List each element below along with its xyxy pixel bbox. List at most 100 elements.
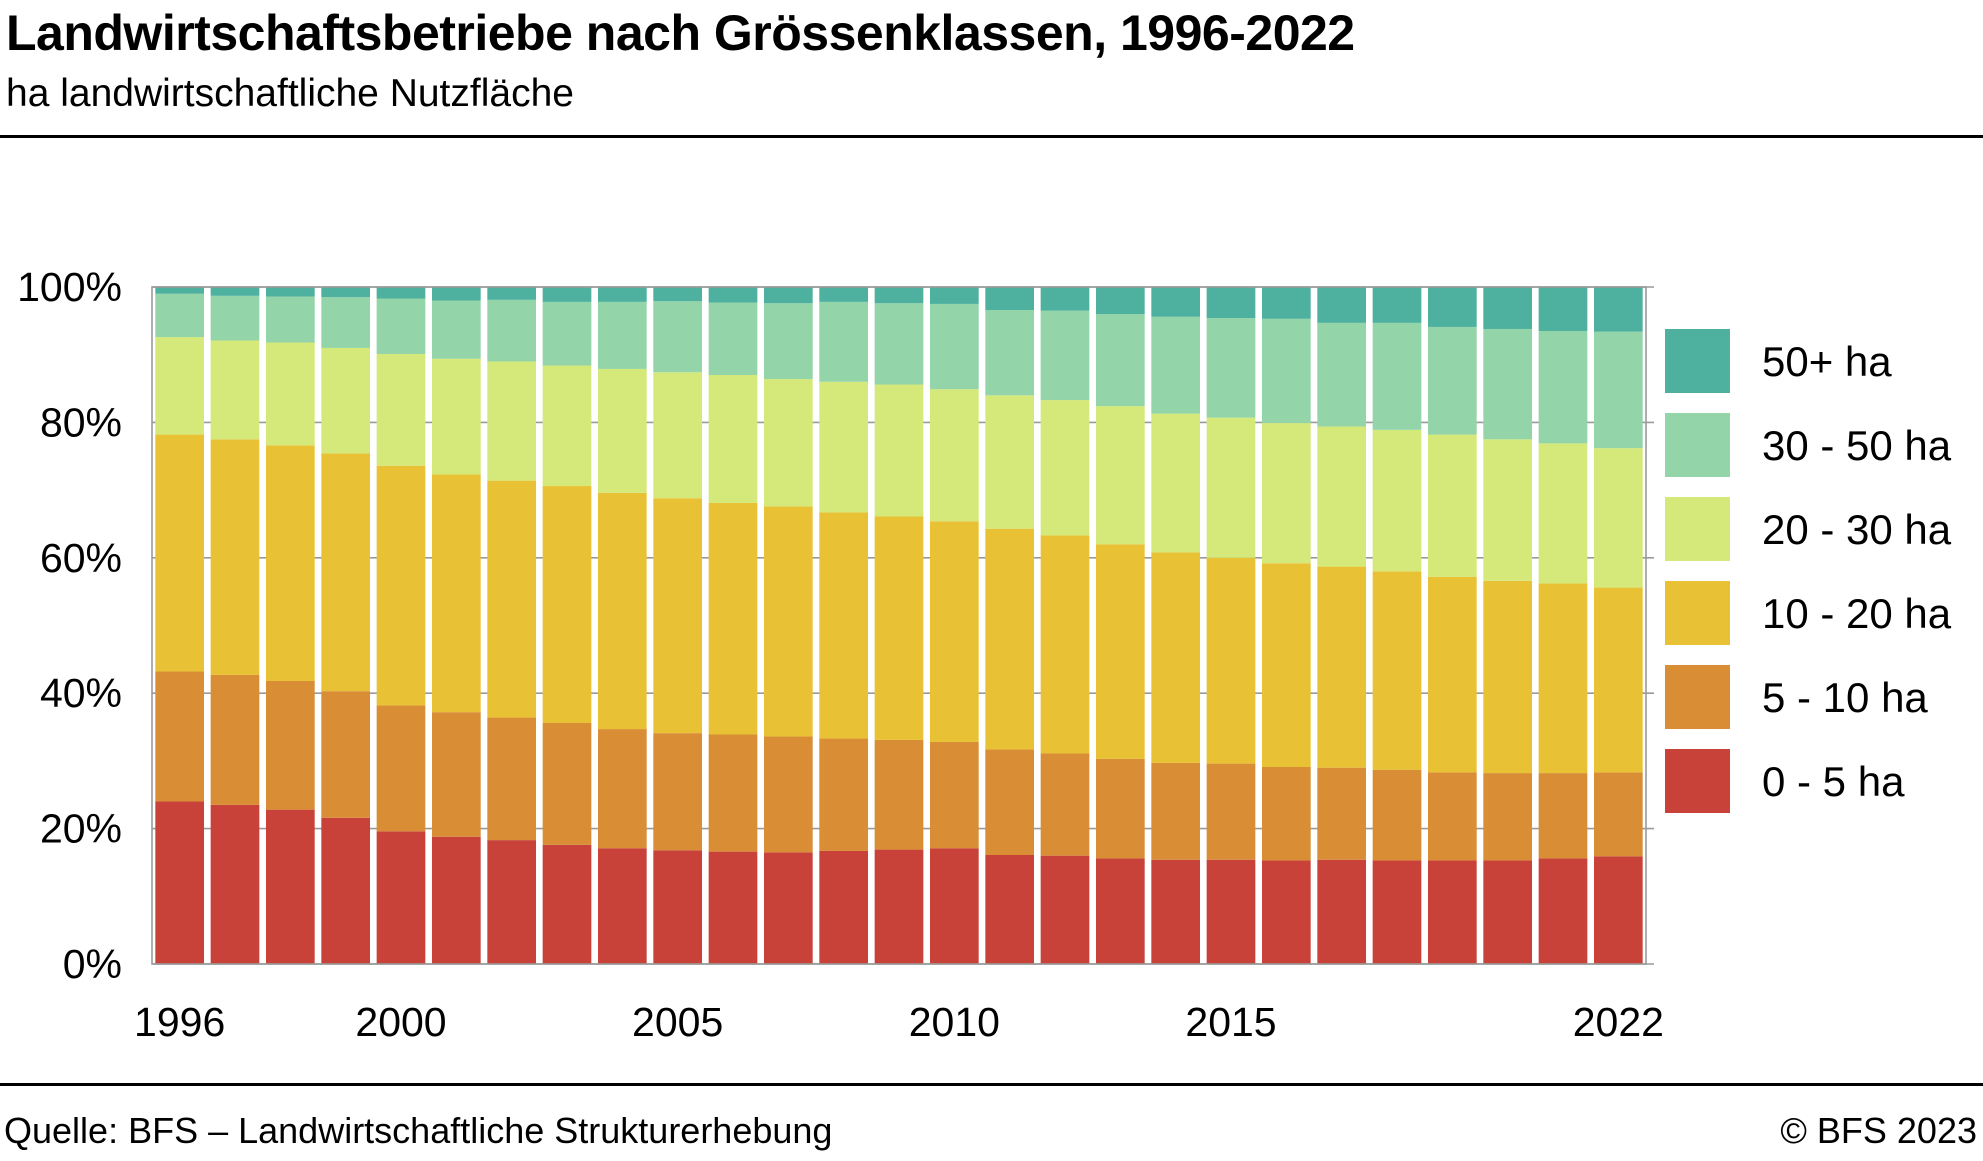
y-tick-label: 80% [40, 399, 122, 445]
bar-segment [1427, 434, 1477, 577]
bar-segment [597, 368, 647, 493]
legend-swatch [1665, 329, 1730, 393]
bar-segment [1317, 566, 1367, 768]
bar-segment [542, 722, 592, 845]
bar-segment [376, 298, 426, 355]
bar-segment [708, 287, 758, 303]
footer-rule [0, 1083, 1983, 1086]
bar-segment [1151, 859, 1201, 964]
bar-segment [155, 671, 205, 802]
bar-segment [1095, 758, 1145, 859]
bar-segment [321, 453, 371, 692]
bar-segment [1206, 763, 1256, 860]
bar-segment [1593, 448, 1643, 588]
bar-segment [1538, 583, 1588, 774]
bar-segment [321, 817, 371, 964]
bar-segment [487, 361, 537, 481]
x-tick-label: 2005 [632, 999, 723, 1045]
bar-segment [985, 749, 1035, 855]
bar-segment [487, 717, 537, 841]
bar-segment [1538, 287, 1588, 331]
bar-segment [321, 287, 371, 298]
bar-segment [929, 521, 979, 742]
bar-segment [653, 287, 703, 302]
bar-segment [1372, 287, 1422, 323]
bar-segment [985, 855, 1035, 964]
bar-segment [542, 844, 592, 964]
bar-segment [1261, 860, 1311, 964]
bar-segment [376, 705, 426, 832]
legend-label: 5 - 10 ha [1762, 674, 1928, 721]
bar-segment [376, 465, 426, 706]
legend: 50+ ha 30 - 50 ha 20 - 30 ha 10 - 20 ha 5 - … [1665, 329, 1952, 813]
bar-segment [431, 474, 481, 713]
legend-label: 0 - 5 ha [1762, 758, 1905, 805]
bar-segment [1483, 287, 1533, 329]
bar-segment [1593, 856, 1643, 964]
plot-frame [151, 286, 1647, 965]
bar-segment [431, 836, 481, 964]
bar-segment [1372, 571, 1422, 770]
y-tick-label: 40% [40, 670, 122, 716]
copyright-note: © BFS 2023 [1780, 1110, 1977, 1151]
bar-segment [542, 486, 592, 723]
bars [155, 287, 1643, 964]
bar-segment [1151, 287, 1201, 317]
bar-segment [155, 287, 205, 294]
bar-segment [1372, 860, 1422, 964]
bar-segment [321, 347, 371, 454]
bar-segment [1095, 406, 1145, 545]
bar-segment [1261, 287, 1311, 319]
bar-segment [929, 848, 979, 964]
bar-segment [597, 848, 647, 964]
bar-segment [708, 502, 758, 735]
bar-segment [1427, 287, 1477, 327]
bar-segment [376, 287, 426, 299]
bar-segment [1040, 535, 1090, 754]
bar-segment [597, 301, 647, 369]
bar-segment [1151, 413, 1201, 553]
bar-segment [265, 681, 315, 810]
bar-segment [155, 801, 205, 964]
bar-segment [874, 739, 924, 850]
bar-segment [210, 295, 260, 341]
bar-segment [1206, 859, 1256, 964]
bar-segment [1317, 287, 1367, 323]
y-tick-label: 100% [17, 264, 122, 310]
bar-segment [653, 372, 703, 499]
bar-segment [265, 445, 315, 682]
bar-segment [1095, 287, 1145, 315]
bar-segment [763, 506, 813, 737]
bar-segment [487, 299, 537, 362]
bar-segment [1261, 563, 1311, 767]
bar-segment [1372, 769, 1422, 861]
header-rule [0, 135, 1983, 138]
bar-segment [708, 851, 758, 964]
legend-label: 50+ ha [1762, 338, 1892, 385]
bar-segment [487, 840, 537, 964]
bar-segment [1538, 858, 1588, 964]
bar-segment [763, 736, 813, 853]
bar-segment [985, 395, 1035, 529]
bar-segment [1317, 322, 1367, 427]
chart-title: Landwirtschaftsbetriebe nach Grössenklas… [6, 5, 1355, 61]
bar-segment [321, 297, 371, 348]
bar-segment [265, 342, 315, 446]
bar-segment [929, 741, 979, 849]
bar-segment [874, 516, 924, 740]
bar-segment [1427, 576, 1477, 773]
bar-segment [1206, 287, 1256, 319]
bar-segment [653, 733, 703, 851]
bar-segment [1206, 318, 1256, 418]
bar-segment [210, 674, 260, 805]
bar-segment [265, 296, 315, 343]
legend-swatch [1665, 413, 1730, 477]
bar-segment [1483, 580, 1533, 774]
bar-segment [653, 498, 703, 734]
bar-segment [542, 301, 592, 366]
bar-segment [819, 738, 869, 851]
bar-segment [708, 375, 758, 503]
bar-segment [1261, 318, 1311, 424]
legend-swatch [1665, 581, 1730, 645]
